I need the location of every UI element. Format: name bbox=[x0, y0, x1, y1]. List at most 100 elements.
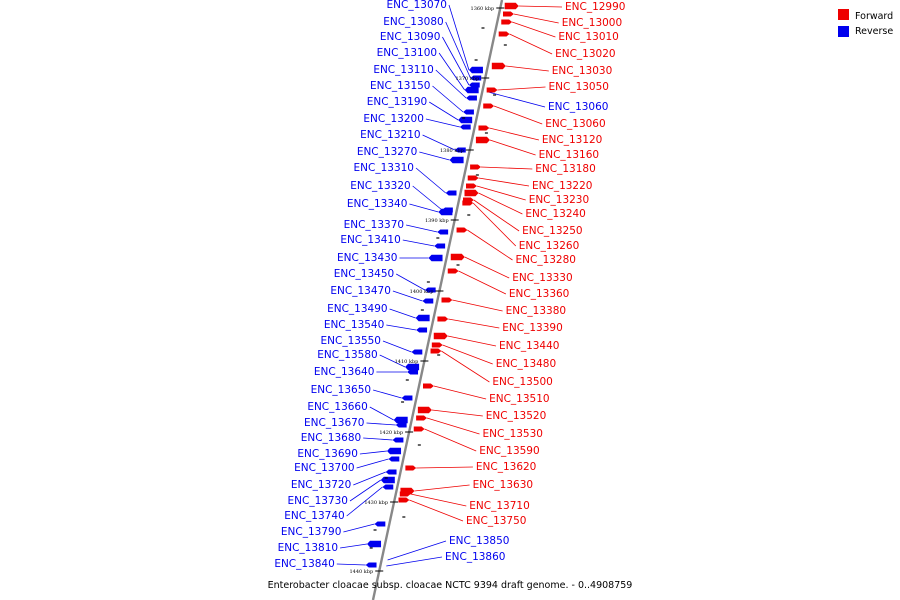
gene-label-reverse[interactable]: ENC_13060 bbox=[548, 101, 608, 113]
gene-label-forward[interactable]: ENC_12990 bbox=[565, 1, 625, 13]
gene-label-forward[interactable]: ENC_13620 bbox=[476, 461, 536, 473]
gene-label-reverse[interactable]: ENC_13680 bbox=[301, 432, 361, 444]
gene-label-reverse[interactable]: ENC_13190 bbox=[367, 96, 427, 108]
gene-label-reverse[interactable]: ENC_13840 bbox=[274, 558, 334, 570]
scale-tick-label: 1390 kbp bbox=[425, 218, 449, 224]
gene-label-reverse[interactable]: ENC_13810 bbox=[278, 542, 338, 554]
gene-label-forward[interactable]: ENC_13010 bbox=[558, 31, 618, 43]
gene-glyph bbox=[399, 491, 411, 497]
gene-label-forward[interactable]: ENC_13480 bbox=[496, 358, 556, 370]
gene-label-forward[interactable]: ENC_13530 bbox=[483, 428, 543, 440]
gene-connector bbox=[509, 33, 553, 55]
gene-label-forward[interactable]: ENC_13520 bbox=[486, 410, 546, 422]
gene-connector bbox=[458, 270, 507, 295]
gene-label-forward[interactable]: ENC_13380 bbox=[506, 305, 566, 317]
gene-label-forward[interactable]: ENC_13220 bbox=[532, 180, 592, 192]
gene-label-forward[interactable]: ENC_13120 bbox=[542, 134, 602, 146]
gene-label-forward[interactable]: ENC_13160 bbox=[539, 149, 599, 161]
gene-label-forward[interactable]: ENC_13360 bbox=[509, 288, 569, 300]
gene-glyph bbox=[470, 164, 481, 170]
gene-label-reverse[interactable]: ENC_13650 bbox=[311, 384, 371, 396]
gene-glyph bbox=[428, 254, 443, 262]
genome-caption: Enterobacter cloacae subsp. cloacae NCTC… bbox=[268, 580, 633, 591]
gene-label-forward[interactable]: ENC_13240 bbox=[525, 208, 585, 220]
gene-label-reverse[interactable]: ENC_13090 bbox=[380, 31, 440, 43]
gene-label-reverse[interactable]: ENC_13200 bbox=[363, 113, 423, 125]
gene-label-reverse[interactable]: ENC_13860 bbox=[445, 551, 505, 563]
gene-connector bbox=[473, 199, 520, 232]
gene-label-reverse[interactable]: ENC_13720 bbox=[291, 479, 351, 491]
scale-ticks: 1360 kbp 1370 kbp 1380 kbp 1390 kbp 1400 kbp… bbox=[349, 6, 505, 575]
gene-label-reverse[interactable]: ENC_13450 bbox=[334, 268, 394, 280]
gene-label-forward[interactable]: ENC_13180 bbox=[535, 163, 595, 175]
gene-connector bbox=[511, 21, 556, 38]
gene-connector bbox=[424, 428, 477, 452]
gene-label-reverse[interactable]: ENC_13740 bbox=[284, 510, 344, 522]
scale-tick-label: 1430 kbp bbox=[364, 500, 388, 506]
gene-label-forward[interactable]: ENC_13250 bbox=[522, 225, 582, 237]
gene-label-forward[interactable]: ENC_13230 bbox=[529, 194, 589, 206]
gene-label-forward[interactable]: ENC_13020 bbox=[555, 48, 615, 60]
gene-connector bbox=[452, 299, 503, 312]
gene-label-reverse[interactable]: ENC_13730 bbox=[288, 495, 348, 507]
gene-connector bbox=[387, 540, 447, 561]
gene-label-reverse[interactable]: ENC_13670 bbox=[304, 417, 364, 429]
gene-label-reverse[interactable]: ENC_13640 bbox=[314, 366, 374, 378]
gene-label-reverse[interactable]: ENC_13470 bbox=[330, 285, 390, 297]
gene-label-reverse[interactable]: ENC_13580 bbox=[317, 349, 377, 361]
gene-label-reverse[interactable]: ENC_13550 bbox=[321, 335, 381, 347]
gene-connector bbox=[336, 563, 366, 566]
gene-label-reverse[interactable]: ENC_13660 bbox=[307, 401, 367, 413]
gene-label-reverse[interactable]: ENC_13210 bbox=[360, 129, 420, 141]
gene-label-forward[interactable]: ENC_13060 bbox=[545, 118, 605, 130]
gene-label-reverse[interactable]: ENC_13540 bbox=[324, 319, 384, 331]
gene-glyph bbox=[450, 253, 465, 261]
gene-label-reverse[interactable]: ENC_13370 bbox=[344, 219, 404, 231]
gene-label-forward[interactable]: ENC_13050 bbox=[549, 81, 609, 93]
gene-glyph bbox=[395, 422, 407, 428]
gene-label-forward[interactable]: ENC_13440 bbox=[499, 340, 559, 352]
gene-glyph bbox=[458, 116, 473, 124]
gene-label-reverse[interactable]: ENC_13080 bbox=[383, 16, 443, 28]
gene-label-forward[interactable]: ENC_13630 bbox=[473, 479, 533, 491]
gene-label-forward[interactable]: ENC_13280 bbox=[516, 254, 576, 266]
gene-label-forward[interactable]: ENC_13510 bbox=[489, 393, 549, 405]
gene-label-reverse[interactable]: ENC_13150 bbox=[370, 80, 430, 92]
gene-glyph bbox=[405, 363, 420, 371]
gene-label-forward[interactable]: ENC_13500 bbox=[492, 376, 552, 388]
gene-label-reverse[interactable]: ENC_13410 bbox=[340, 234, 400, 246]
gene-label-reverse[interactable]: ENC_13320 bbox=[350, 180, 410, 192]
gene-label-reverse[interactable]: ENC_13790 bbox=[281, 526, 341, 538]
gene-connector bbox=[415, 167, 446, 194]
gene-label-reverse[interactable]: ENC_13110 bbox=[373, 64, 433, 76]
gene-label-reverse[interactable]: ENC_13340 bbox=[347, 198, 407, 210]
gene-connector bbox=[363, 437, 393, 441]
gene-connector bbox=[442, 344, 493, 365]
gene-label-forward[interactable]: ENC_13030 bbox=[552, 65, 612, 77]
gene-label-forward[interactable]: ENC_13710 bbox=[469, 500, 529, 512]
gene-glyph bbox=[498, 31, 510, 37]
gene-label-forward[interactable]: ENC_13390 bbox=[502, 322, 562, 334]
gene-connector bbox=[372, 389, 402, 399]
gene-label-forward[interactable]: ENC_13000 bbox=[562, 17, 622, 29]
gene-label-reverse[interactable]: ENC_13690 bbox=[297, 448, 357, 460]
gene-label-reverse[interactable]: ENC_13100 bbox=[377, 47, 437, 59]
gene-glyph bbox=[463, 109, 474, 115]
gene-label-forward[interactable]: ENC_13330 bbox=[512, 272, 572, 284]
gene-label-reverse[interactable]: ENC_13430 bbox=[337, 252, 397, 264]
gene-label-reverse[interactable]: ENC_13310 bbox=[354, 162, 414, 174]
gene-label-reverse[interactable]: ENC_13070 bbox=[387, 0, 447, 11]
gene-connector bbox=[419, 151, 450, 161]
gene-label-reverse[interactable]: ENC_13700 bbox=[294, 462, 354, 474]
scale-tick-label: 1360 kbp bbox=[471, 6, 495, 12]
gene-label-reverse[interactable]: ENC_13850 bbox=[449, 535, 509, 547]
gene-label-forward[interactable]: ENC_13260 bbox=[519, 240, 579, 252]
gene-glyph bbox=[456, 227, 468, 233]
gene-glyph bbox=[483, 103, 495, 109]
gene-glyph bbox=[438, 208, 453, 216]
gene-label-forward[interactable]: ENC_13590 bbox=[479, 445, 539, 457]
gene-label-reverse[interactable]: ENC_13490 bbox=[327, 303, 387, 315]
gene-label-forward[interactable]: ENC_13750 bbox=[466, 515, 526, 527]
gene-connector bbox=[422, 134, 456, 151]
gene-label-reverse[interactable]: ENC_13270 bbox=[357, 146, 417, 158]
